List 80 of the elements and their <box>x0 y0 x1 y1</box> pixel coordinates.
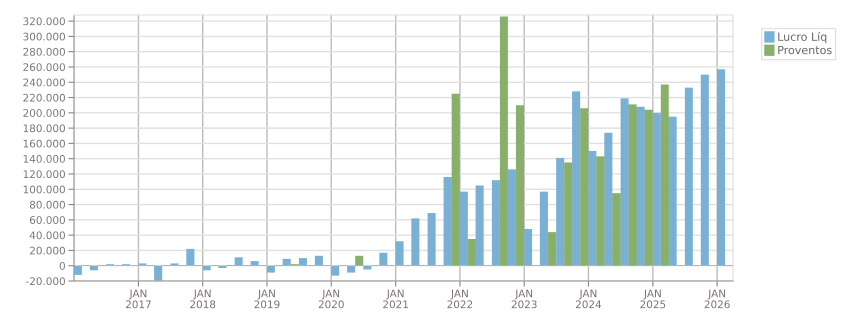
bar <box>492 180 500 266</box>
y-tick-label: 180.000 <box>24 124 65 132</box>
y-tick-label: 320.000 <box>23 17 65 26</box>
bar <box>604 132 612 266</box>
bar <box>266 266 275 273</box>
bar <box>90 266 98 270</box>
y-tick-label: 280.000 <box>23 48 65 56</box>
bar <box>396 241 404 266</box>
bar <box>596 156 604 266</box>
bar <box>411 218 420 266</box>
y-tick-label: 140.000 <box>24 154 65 163</box>
x-tick-label: JAN 2024 <box>576 290 602 308</box>
legend-label: Lucro Líq <box>778 32 826 44</box>
x-tick-label: JAN 2022 <box>447 290 472 308</box>
bar <box>540 192 548 266</box>
x-tick-label: JAN 2018 <box>190 290 216 308</box>
x-tick-label: JAN 2023 <box>512 290 537 308</box>
bar <box>452 94 460 266</box>
bar <box>298 258 307 266</box>
y-tick-label: 160.000 <box>24 140 65 148</box>
bar <box>314 256 323 266</box>
bar <box>444 177 452 266</box>
bar <box>428 212 436 266</box>
y-tick-label: 60.000 <box>30 216 65 224</box>
y-tick-label: 120.000 <box>24 170 65 178</box>
bar <box>524 229 532 266</box>
y-tick-label: 220.000 <box>23 94 65 102</box>
bar <box>202 266 211 270</box>
bar <box>500 16 508 266</box>
bar <box>476 185 484 266</box>
bar <box>684 88 693 266</box>
bar <box>588 151 596 266</box>
bar <box>660 84 669 266</box>
y-tick-label: 260.000 <box>23 63 65 72</box>
y-tick-label: 20.000 <box>30 246 65 255</box>
bar <box>282 258 291 266</box>
y-tick-label: 300.000 <box>23 32 65 41</box>
y-tick-label: 80.000 <box>30 200 65 209</box>
x-tick-label: JAN 2026 <box>704 290 730 308</box>
x-tick-label: JAN 2021 <box>383 290 408 308</box>
bar <box>612 193 620 266</box>
x-tick-label: JAN 2025 <box>640 290 666 308</box>
y-tick-label: 200.000 <box>23 109 65 117</box>
x-tick-label: JAN 2017 <box>126 290 151 308</box>
bar <box>363 266 372 270</box>
bar <box>652 112 661 266</box>
x-tick-label: JAN 2019 <box>254 290 280 308</box>
bar <box>154 266 162 280</box>
bar <box>74 266 82 275</box>
bar <box>644 110 653 266</box>
y-tick-label: 0 <box>60 262 65 270</box>
y-tick-label: 40.000 <box>30 231 65 240</box>
legend-label: Proventos <box>778 46 832 54</box>
bar <box>716 69 726 266</box>
bar <box>564 162 572 266</box>
y-tick-label: -20.000 <box>26 277 65 286</box>
bar <box>548 232 556 266</box>
bar <box>668 116 677 266</box>
bar <box>516 105 524 266</box>
bar <box>508 169 516 266</box>
y-tick-label: 240.000 <box>23 78 65 86</box>
bar <box>468 238 476 266</box>
y-tick-label: 100.000 <box>24 186 65 194</box>
bar <box>379 252 388 266</box>
bar <box>347 266 356 273</box>
bar <box>234 257 243 266</box>
bar <box>636 106 645 266</box>
bar <box>556 158 564 266</box>
bar <box>628 104 637 266</box>
bar <box>355 256 364 266</box>
bar <box>572 91 580 266</box>
bar <box>580 108 588 266</box>
bar <box>250 261 259 266</box>
bar <box>218 266 226 268</box>
bar <box>331 266 340 276</box>
x-tick-label: JAN 2020 <box>318 290 344 308</box>
bar <box>186 248 194 266</box>
bar <box>620 98 629 266</box>
bar <box>700 74 709 266</box>
bar <box>460 192 468 266</box>
